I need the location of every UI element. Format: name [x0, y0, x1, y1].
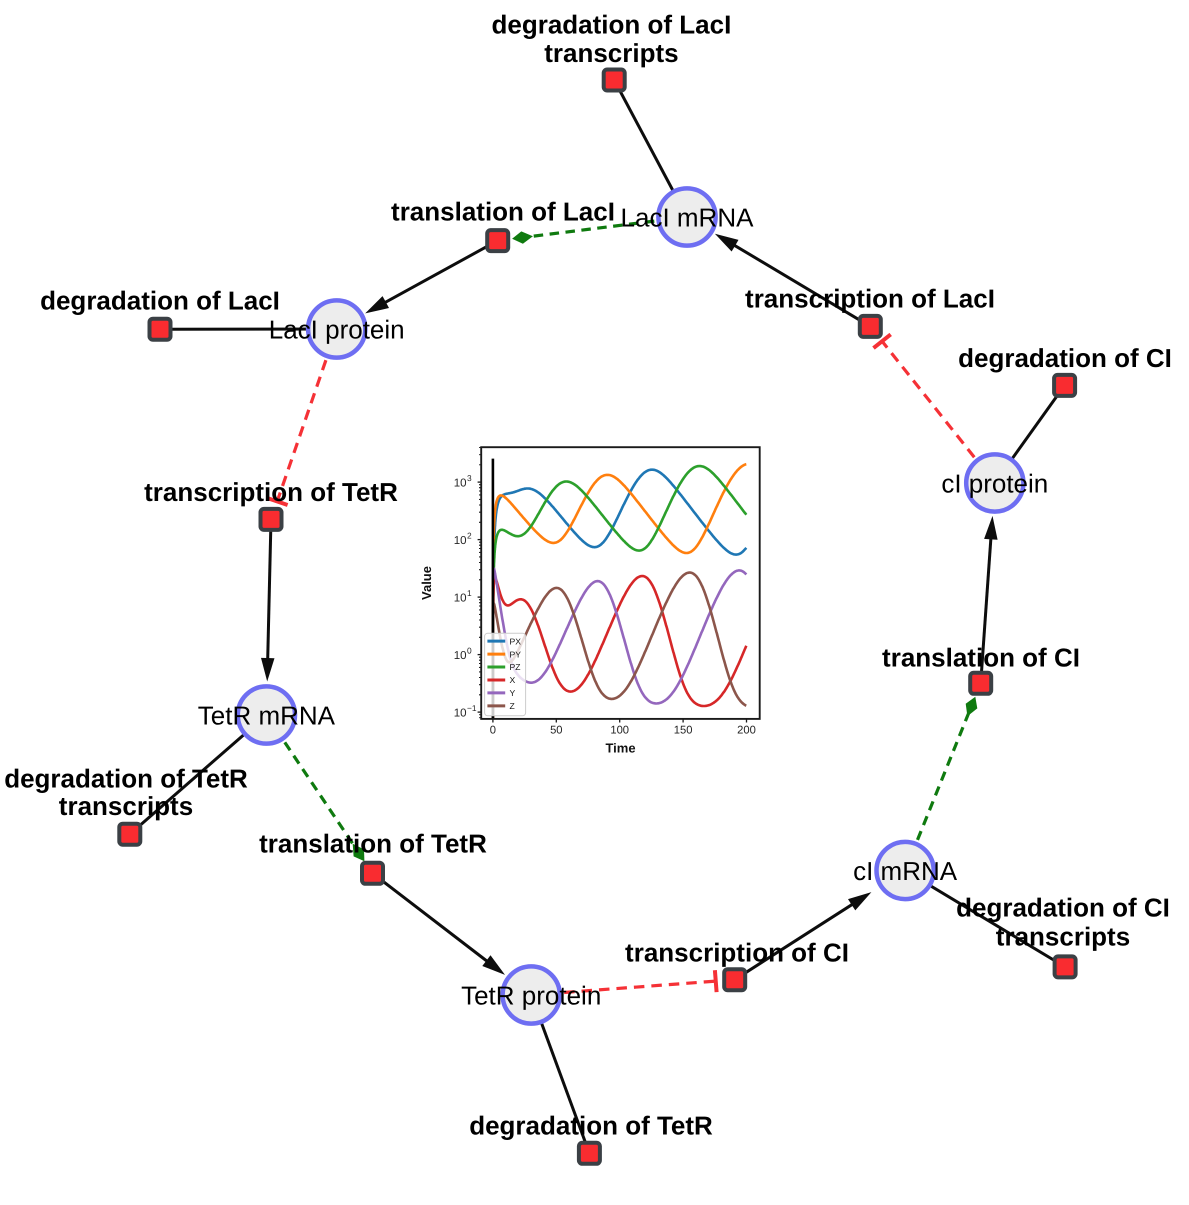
svg-text:degradation of TetR: degradation of TetR — [4, 763, 248, 793]
svg-text:50: 50 — [550, 724, 562, 736]
svg-text:2: 2 — [467, 530, 472, 540]
svg-text:10: 10 — [454, 650, 467, 662]
svg-text:PX: PX — [510, 636, 522, 646]
svg-text:200: 200 — [737, 724, 756, 736]
svg-text:degradation of LacI: degradation of LacI — [40, 286, 280, 316]
svg-text:translation of LacI: translation of LacI — [391, 197, 615, 227]
svg-text:LacI protein: LacI protein — [269, 315, 405, 345]
svg-text:3: 3 — [467, 473, 472, 483]
svg-text:PY: PY — [510, 649, 522, 659]
svg-text:transcripts: transcripts — [59, 791, 193, 821]
svg-text:transcripts: transcripts — [544, 38, 678, 68]
svg-text:Value: Value — [419, 566, 434, 600]
svg-text:cI protein: cI protein — [941, 469, 1048, 499]
svg-text:10: 10 — [454, 535, 467, 547]
svg-text:cI mRNA: cI mRNA — [853, 856, 958, 886]
svg-text:transcription of CI: transcription of CI — [625, 938, 849, 968]
svg-text:0: 0 — [490, 724, 496, 736]
svg-text:degradation of TetR: degradation of TetR — [469, 1110, 713, 1140]
svg-text:100: 100 — [610, 724, 629, 736]
svg-text:X: X — [510, 675, 516, 685]
svg-text:0: 0 — [467, 645, 472, 655]
svg-text:Z: Z — [510, 701, 515, 711]
svg-text:Time: Time — [605, 741, 635, 756]
svg-text:10: 10 — [454, 593, 467, 605]
svg-text:10: 10 — [454, 708, 467, 720]
svg-text:transcription of TetR: transcription of TetR — [144, 477, 398, 507]
svg-text:Y: Y — [510, 688, 516, 698]
svg-text:TetR mRNA: TetR mRNA — [198, 701, 336, 731]
svg-text:150: 150 — [674, 724, 693, 736]
svg-text:PZ: PZ — [510, 662, 521, 672]
svg-text:transcription of LacI: transcription of LacI — [745, 284, 995, 314]
svg-text:translation of CI: translation of CI — [882, 643, 1080, 673]
svg-text:transcripts: transcripts — [996, 922, 1130, 952]
svg-text:degradation of LacI: degradation of LacI — [491, 10, 731, 40]
svg-text:−1: −1 — [467, 703, 477, 713]
svg-text:translation of TetR: translation of TetR — [259, 829, 487, 859]
svg-text:TetR protein: TetR protein — [461, 981, 601, 1011]
svg-text:10: 10 — [454, 478, 467, 490]
svg-text:degradation of CI: degradation of CI — [956, 893, 1170, 923]
svg-text:LacI mRNA: LacI mRNA — [621, 203, 755, 233]
svg-text:1: 1 — [467, 588, 472, 598]
svg-text:degradation of CI: degradation of CI — [958, 343, 1172, 373]
